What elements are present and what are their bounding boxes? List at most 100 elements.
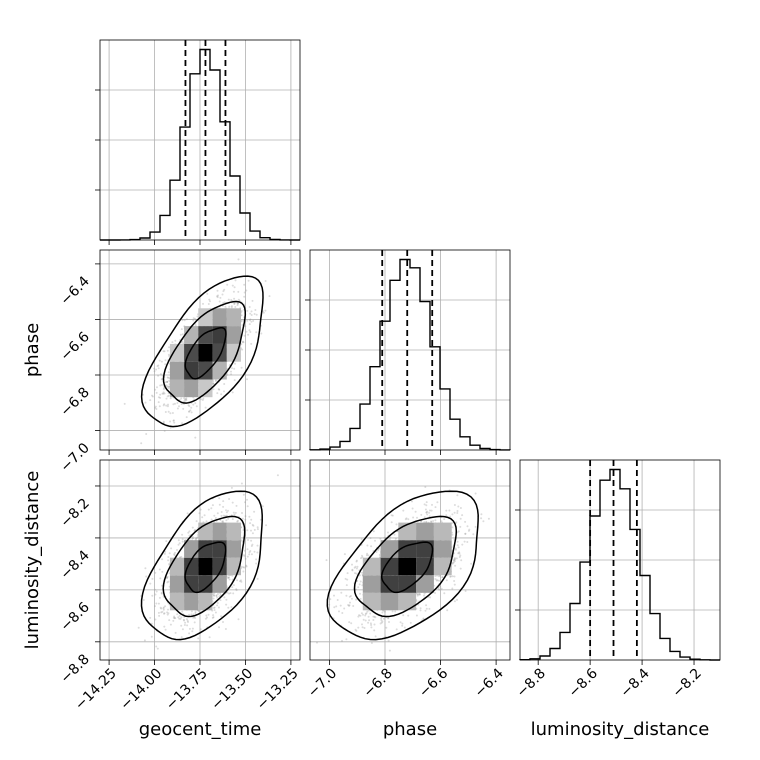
panel-frame [99, 459, 301, 661]
sample-point [221, 520, 224, 523]
sample-point [244, 557, 247, 560]
sample-point [253, 550, 256, 553]
sample-point [252, 319, 255, 322]
sample-point [429, 596, 432, 599]
sample-point [211, 504, 214, 507]
sample-point [157, 396, 160, 399]
sample-point [259, 518, 262, 521]
sample-point [157, 401, 160, 404]
sample-point [216, 295, 218, 298]
density-cell [212, 308, 227, 327]
sample-point [220, 393, 223, 396]
sample-point [217, 593, 219, 595]
sample-point [167, 376, 170, 379]
sample-point [222, 514, 225, 517]
sample-point [456, 510, 459, 512]
sample-point [370, 626, 373, 629]
sample-point [355, 572, 358, 575]
sample-point [231, 284, 234, 287]
sample-point [256, 528, 259, 531]
sample-point [240, 565, 243, 568]
sample-point [169, 397, 172, 400]
sample-point [339, 604, 342, 607]
sample-point [417, 593, 419, 596]
sample-point [423, 503, 426, 506]
sample-point [232, 592, 235, 595]
sample-point [233, 513, 236, 516]
sample-point [240, 366, 243, 369]
sample-point [151, 594, 154, 597]
sample-point [190, 613, 193, 616]
sample-point [185, 318, 188, 321]
sample-point [391, 610, 394, 613]
contour-level-0 [140, 490, 263, 641]
sample-point [459, 525, 462, 528]
sample-point [390, 521, 393, 524]
sample-point [167, 403, 169, 406]
sample-point [192, 317, 195, 320]
sample-point [454, 548, 457, 551]
density-cell [198, 361, 213, 380]
sample-point [173, 421, 176, 424]
sample-point [248, 323, 251, 326]
sample-point [424, 486, 427, 488]
y-tick-label: −6.6 [57, 329, 92, 364]
sample-point [212, 382, 215, 385]
sample-point [451, 513, 454, 516]
contour-level-1 [162, 300, 247, 404]
sample-point [453, 504, 456, 506]
sample-point [196, 315, 199, 318]
sample-point [184, 398, 187, 401]
sample-point [195, 405, 198, 408]
sample-point [453, 580, 456, 582]
density-cell [198, 343, 213, 362]
sample-point [183, 319, 186, 322]
sample-point [380, 621, 383, 624]
sample-point [161, 392, 164, 395]
sample-point [162, 606, 165, 609]
sample-point [167, 556, 170, 558]
sample-point [255, 313, 258, 316]
sample-point [228, 498, 231, 500]
sample-point [162, 420, 165, 423]
sample-point [166, 349, 169, 352]
sample-point [222, 290, 225, 293]
sample-point [250, 314, 253, 316]
sample-point [451, 562, 454, 565]
sample-point [245, 565, 248, 568]
sample-point [250, 539, 253, 542]
sample-point [415, 614, 418, 617]
sample-point [264, 309, 267, 312]
density-cell [212, 522, 227, 541]
sample-point [166, 380, 169, 383]
density-cell [169, 343, 185, 362]
sample-point [206, 616, 208, 619]
sample-point [185, 399, 188, 402]
sample-point [256, 577, 259, 580]
sample-point [186, 512, 189, 515]
sample-point [357, 586, 360, 589]
panel-grid [310, 250, 510, 450]
sample-point [203, 514, 206, 517]
sample-point [160, 607, 163, 610]
sample-point [187, 404, 190, 407]
sample-point [176, 549, 178, 551]
sample-point [253, 528, 256, 531]
sample-point [167, 612, 170, 615]
sample-point [241, 341, 244, 344]
density-cell [184, 540, 199, 558]
sample-point [197, 637, 200, 640]
sample-point [373, 629, 376, 632]
x-tick-label: −13.75 [163, 666, 211, 714]
sample-point [209, 300, 211, 303]
sample-point [164, 381, 167, 384]
sample-point [188, 410, 190, 413]
sample-point [248, 551, 251, 554]
sample-point [217, 294, 219, 297]
sample-point [160, 384, 163, 386]
sample-point [393, 533, 396, 536]
sample-point [185, 416, 188, 419]
sample-point [186, 624, 189, 627]
sample-point [180, 616, 183, 619]
sample-point [163, 612, 166, 615]
